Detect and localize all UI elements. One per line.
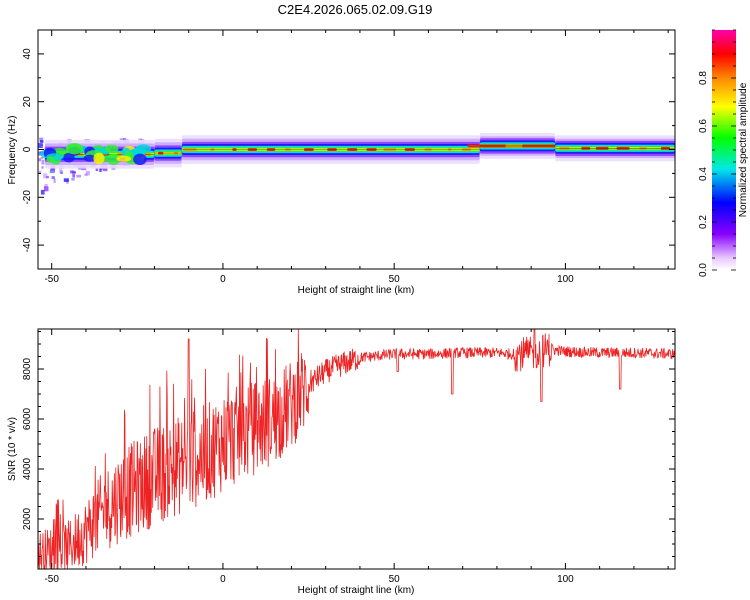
y-tick-label: 6000 <box>22 407 33 430</box>
spectral-blob <box>104 144 119 153</box>
x-tick-label: 0 <box>220 274 226 285</box>
speckle-mark <box>49 170 55 174</box>
colorbar-tick-label: 0.8 <box>698 71 709 85</box>
speckle-mark <box>59 170 63 174</box>
x-tick-label: 100 <box>557 274 574 285</box>
speckle-mark <box>72 173 75 178</box>
speckle-mark <box>39 137 44 140</box>
snr-y-label: SNR (10 * v/v) <box>7 417 18 481</box>
speckle-mark <box>41 159 45 165</box>
speckle-mark <box>51 176 55 179</box>
spectrogram-y-label: Frequency (Hz) <box>7 116 18 185</box>
speckle-mark <box>84 173 88 176</box>
y-tick-label: 40 <box>22 48 33 60</box>
spectrogram-x-label: Height of straight line (km) <box>298 285 415 296</box>
spectral-blob <box>106 153 121 165</box>
colorbar-tick-label: 0.6 <box>698 119 709 133</box>
snr-series-line <box>38 329 675 569</box>
speckle-mark <box>71 178 75 181</box>
colorbar: 0.0 0.2 0.4 0.6 0.8 Normalized spectral ampl… <box>698 29 749 277</box>
colorbar-gradient <box>712 30 736 270</box>
x-tick-label: 50 <box>389 574 401 585</box>
spectral-blob <box>133 153 147 165</box>
speckle-mark <box>43 173 48 179</box>
spectrogram-plot-area <box>38 133 675 195</box>
y-tick-label: 0 <box>22 146 33 152</box>
tone-ridge <box>181 135 480 164</box>
snr-x-axis: -50 0 50 100 <box>44 329 669 585</box>
y-tick-label: -40 <box>22 237 33 252</box>
speckle-mark <box>44 183 48 188</box>
spectral-blob <box>83 154 97 162</box>
speckle-mark <box>138 138 142 141</box>
speckle-mark <box>41 166 44 169</box>
y-tick-label: -20 <box>22 190 33 205</box>
tone-ridge <box>467 133 570 159</box>
x-tick-label: 100 <box>557 574 574 585</box>
snr-y-axis: 2000 4000 6000 8000 <box>22 331 675 557</box>
spectral-blob <box>116 155 132 162</box>
spectral-blob <box>46 156 56 163</box>
y-tick-label: 8000 <box>22 357 33 380</box>
speckle-mark <box>40 189 45 195</box>
colorbar-axis: 0.0 0.2 0.4 0.6 0.8 <box>698 29 736 277</box>
speckle-mark <box>38 170 42 174</box>
speckle-mark <box>38 158 41 162</box>
tone-ridge <box>555 135 675 162</box>
speckle-mark <box>69 170 75 174</box>
speckle-mark <box>99 168 102 172</box>
speckle-mark <box>85 170 90 176</box>
snr-frame <box>37 328 676 570</box>
speckle-mark <box>63 178 69 182</box>
spectrogram-panel: -50 0 50 100 -40 -20 0 20 40 Height of straight… <box>7 29 676 296</box>
y-tick-label: 20 <box>22 96 33 108</box>
speckle-mark <box>95 168 99 172</box>
spectral-blob <box>66 144 83 155</box>
snr-panel: -50 0 50 100 2000 4000 6000 8000 Height of str… <box>7 328 676 596</box>
x-tick-label: 0 <box>220 574 226 585</box>
speckle-mark <box>39 140 44 143</box>
speckle-mark <box>59 169 62 172</box>
y-tick-label: 2000 <box>22 507 33 530</box>
speckle-mark <box>44 186 49 192</box>
x-tick-label: 50 <box>389 274 401 285</box>
x-tick-label: -50 <box>44 274 59 285</box>
speckle-mark <box>40 156 44 160</box>
spectrogram-y-axis: -40 -20 0 20 40 <box>22 29 675 270</box>
x-tick-label: -50 <box>44 574 59 585</box>
spectral-blob <box>93 152 105 165</box>
speckle-mark <box>76 174 82 178</box>
snr-plot-area <box>38 329 675 569</box>
speckle-mark <box>53 178 56 183</box>
colorbar-tick-label: 0.2 <box>698 215 709 229</box>
colorbar-tick-label: 0.4 <box>698 167 709 181</box>
spectrogram-x-axis: -50 0 50 100 <box>44 30 669 285</box>
colorbar-tick-label: 0.0 <box>698 263 709 277</box>
speckle-mark <box>40 143 43 146</box>
colorbar-label: Normalized spectral amplitude <box>738 82 749 217</box>
tone-ridge <box>154 138 182 168</box>
snr-x-label: Height of straight line (km) <box>298 585 415 596</box>
speckle-mark <box>61 171 64 174</box>
y-tick-label: 4000 <box>22 457 33 480</box>
figure-title: C2E4.2026.065.02.09.G19 <box>278 2 433 17</box>
spectral-blob <box>132 147 147 154</box>
